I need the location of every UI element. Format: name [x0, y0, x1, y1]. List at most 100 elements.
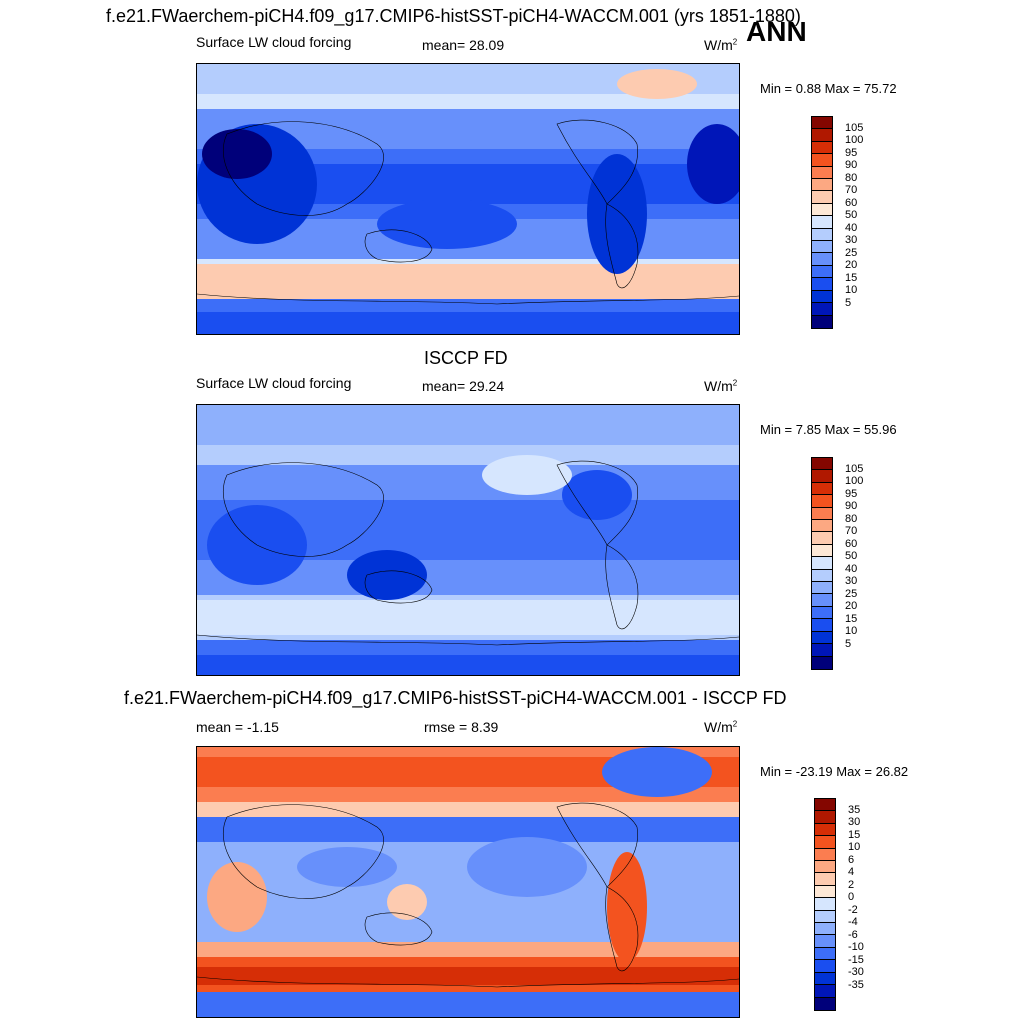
season-label: ANN: [746, 16, 807, 47]
panel3-colorbar-tick: -2: [848, 903, 858, 916]
colorbar-swatch: [812, 228, 832, 242]
colorbar-swatch: [815, 960, 835, 973]
panel1-colorbar-tick: 15: [845, 271, 858, 284]
colorbar-swatch: [812, 179, 832, 192]
panel3-colorbar-tick: -10: [848, 941, 864, 954]
panel3-colorbar: [814, 798, 836, 1011]
colorbar-swatch: [812, 532, 832, 545]
colorbar-swatch: [812, 241, 832, 254]
colorbar-swatch: [812, 315, 832, 328]
panel1-colorbar-tick: 40: [845, 221, 858, 234]
panel2-title: ISCCP FD: [424, 348, 508, 368]
colorbar-swatch: [812, 458, 832, 471]
colorbar-swatch: [812, 154, 832, 167]
colorbar-swatch: [815, 910, 835, 924]
colorbar-swatch: [812, 117, 832, 130]
panel1-colorbar-tick: 5: [845, 296, 852, 309]
colorbar-swatch: [815, 947, 835, 961]
panel2-units: W/m2: [704, 378, 738, 394]
colorbar-swatch: [815, 997, 835, 1010]
panel2-colorbar-tick: 20: [845, 600, 858, 613]
colorbar-swatch: [815, 935, 835, 948]
colorbar-swatch: [812, 557, 832, 570]
panel1-colorbar-tick: 30: [845, 234, 858, 247]
panel1-colorbar-tick: 100: [845, 134, 864, 147]
colorbar-swatch: [815, 861, 835, 874]
colorbar-swatch: [812, 265, 832, 279]
colorbar-swatch: [812, 278, 832, 291]
colorbar-swatch: [812, 482, 832, 496]
panel2-minmax: Min = 7.85 Max = 55.96: [760, 422, 897, 437]
panel2-colorbar-tick: 80: [845, 512, 858, 525]
panel1-variable: Surface LW cloud forcing: [196, 34, 352, 50]
panel3-map: [196, 746, 740, 1018]
panel1-colorbar-tick: 95: [845, 146, 858, 159]
colorbar-swatch: [812, 606, 832, 620]
main-title: f.e21.FWaerchem-piCH4.f09_g17.CMIP6-hist…: [106, 6, 801, 26]
panel2-colorbar-tick: 60: [845, 537, 858, 550]
panel2-colorbar-tick: 70: [845, 525, 858, 538]
colorbar-swatch: [812, 520, 832, 533]
panel3-colorbar-tick: 6: [848, 853, 855, 866]
panel1-colorbar-tick: 50: [845, 209, 858, 222]
colorbar-swatch: [812, 470, 832, 483]
colorbar-swatch: [815, 923, 835, 936]
colorbar-swatch: [812, 253, 832, 266]
colorbar-swatch: [815, 972, 835, 986]
panel1-colorbar-tick: 80: [845, 171, 858, 184]
panel3-units: W/m2: [704, 719, 738, 735]
colorbar-swatch: [812, 507, 832, 521]
panel2-colorbar-tick: 50: [845, 550, 858, 563]
panel2-colorbar-tick: 30: [845, 575, 858, 588]
colorbar-swatch: [812, 569, 832, 583]
panel3-colorbar-tick: 0: [848, 891, 855, 904]
colorbar-swatch: [812, 544, 832, 558]
panel3-rmse: rmse = 8.39: [424, 719, 499, 735]
panel1-colorbar-tick: 70: [845, 184, 858, 197]
panel2-mean: mean= 29.24: [422, 378, 505, 394]
colorbar-swatch: [812, 303, 832, 316]
panel2-colorbar-tick: 105: [845, 462, 864, 475]
panel1-colorbar-tick: 10: [845, 284, 858, 297]
panel1-colorbar-tick: 25: [845, 246, 858, 259]
colorbar-swatch: [812, 129, 832, 142]
panel3-colorbar-tick: -35: [848, 978, 864, 991]
panel3-colorbar-tick: 10: [848, 841, 861, 854]
colorbar-swatch: [812, 290, 832, 304]
panel2-colorbar-tick: 100: [845, 475, 864, 488]
panel3-colorbar-tick: -6: [848, 928, 858, 941]
colorbar-swatch: [815, 873, 835, 886]
panel1-colorbar-tick: 20: [845, 259, 858, 272]
panel3-colorbar-tick: -15: [848, 953, 864, 966]
colorbar-swatch: [812, 191, 832, 204]
colorbar-swatch: [815, 811, 835, 824]
panel2-colorbar-tick: 25: [845, 587, 858, 600]
panel1-map: [196, 63, 740, 335]
colorbar-swatch: [812, 594, 832, 607]
panel2-colorbar-tick: 40: [845, 562, 858, 575]
colorbar-swatch: [812, 656, 832, 669]
colorbar-swatch: [812, 631, 832, 645]
panel2-colorbar-tick: 10: [845, 625, 858, 638]
panel2-colorbar-tick: 90: [845, 500, 858, 513]
colorbar-swatch: [815, 848, 835, 862]
panel2-colorbar-tick: 95: [845, 487, 858, 500]
colorbar-swatch: [815, 823, 835, 837]
colorbar-swatch: [812, 582, 832, 595]
panel2-colorbar: [811, 457, 833, 670]
panel1-mean: mean= 28.09: [422, 37, 505, 53]
panel3-minmax: Min = -23.19 Max = 26.82: [760, 764, 909, 779]
colorbar-swatch: [815, 985, 835, 998]
panel3-colorbar-tick: 15: [848, 828, 861, 841]
panel1-minmax: Min = 0.88 Max = 75.72: [760, 81, 897, 96]
panel3-colorbar-tick: 4: [848, 866, 855, 879]
colorbar-swatch: [815, 836, 835, 849]
panel1-colorbar-tick: 90: [845, 159, 858, 172]
colorbar-swatch: [812, 166, 832, 180]
panel2-colorbar-tick: 5: [845, 637, 852, 650]
colorbar-swatch: [812, 141, 832, 155]
colorbar-swatch: [812, 619, 832, 632]
panel2-colorbar-tick: 15: [845, 612, 858, 625]
panel3-colorbar-tick: -30: [848, 966, 864, 979]
colorbar-swatch: [815, 799, 835, 812]
